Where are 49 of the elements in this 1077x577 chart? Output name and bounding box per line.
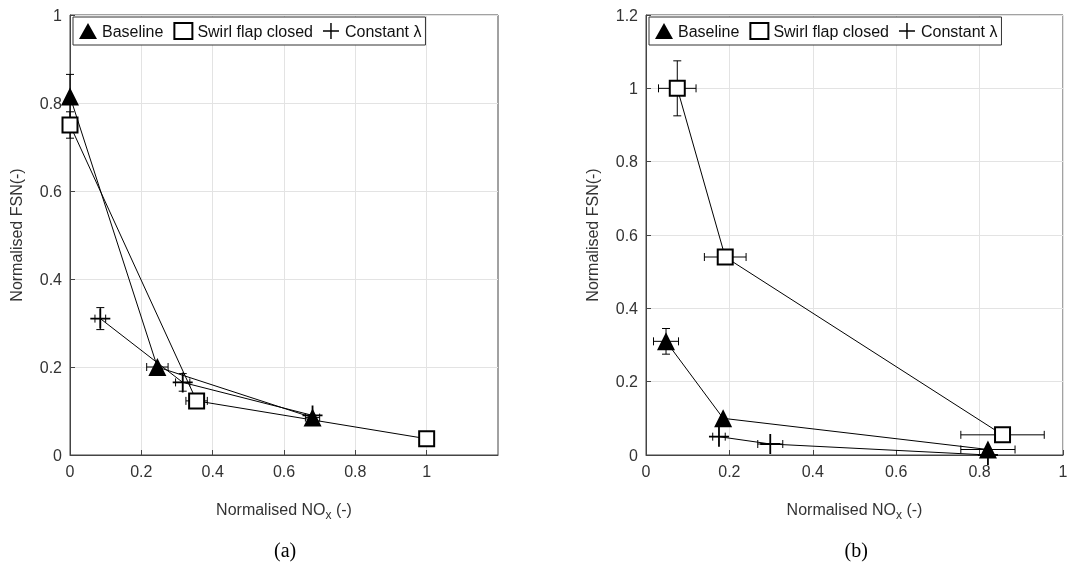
x-tick-label: 0 [641, 462, 651, 480]
legend-label: Baseline [678, 22, 740, 40]
point [90, 308, 111, 329]
x-tick-label: 1 [422, 462, 432, 480]
point [657, 332, 676, 351]
x-tick-label: 0.2 [130, 462, 153, 480]
y-tick-label: 0.8 [615, 153, 639, 171]
x-tick-label: 0.8 [344, 462, 367, 480]
legend-label: Swirl flap closed [197, 22, 313, 40]
y-tick-label: 0.2 [615, 373, 639, 391]
x-tick-label: 0.2 [718, 462, 741, 480]
legend-label: Constant λ [344, 22, 422, 40]
x-tick-label: 1 [1058, 462, 1068, 480]
y-tick-label: 0 [53, 446, 63, 464]
point [148, 358, 167, 376]
legend-label: Swirl flap closed [773, 22, 889, 40]
point [708, 426, 729, 447]
x-tick-label: 0.8 [968, 462, 991, 480]
legend-label: Constant λ [920, 22, 998, 40]
text: (a) [274, 539, 297, 562]
text: (b) [844, 539, 868, 562]
y-tick-label: 0.6 [615, 226, 639, 244]
y-axis-title: Normalised FSN(-) [7, 168, 25, 302]
point [418, 430, 436, 448]
x-tick-label: 0.4 [201, 462, 224, 480]
y-tick-label: 0.4 [615, 299, 639, 317]
point [188, 392, 206, 410]
y-tick-label: 1 [53, 6, 63, 24]
y-tick-label: 0 [629, 446, 639, 464]
x-tick-label: 0 [65, 462, 75, 480]
point [760, 434, 781, 454]
x-tick-label: 0.6 [885, 462, 908, 480]
y-tick-label: 0.8 [39, 94, 63, 112]
y-tick-label: 1.2 [615, 6, 639, 24]
legend-label: Baseline [102, 22, 164, 40]
point [994, 426, 1012, 444]
y-tick-label: 0.2 [39, 358, 63, 376]
point [172, 372, 193, 393]
y-tick-label: 0.4 [39, 270, 63, 288]
x-tick-label: 0.6 [272, 462, 296, 480]
x-tick-label: 0.4 [801, 462, 825, 480]
y-tick-label: 0.6 [39, 182, 63, 200]
point [61, 116, 79, 134]
point [668, 79, 686, 97]
point [716, 248, 734, 266]
y-axis-title: Normalised FSN(-) [583, 168, 601, 302]
y-tick-label: 1 [629, 79, 639, 97]
point [714, 409, 733, 428]
point [61, 87, 79, 106]
